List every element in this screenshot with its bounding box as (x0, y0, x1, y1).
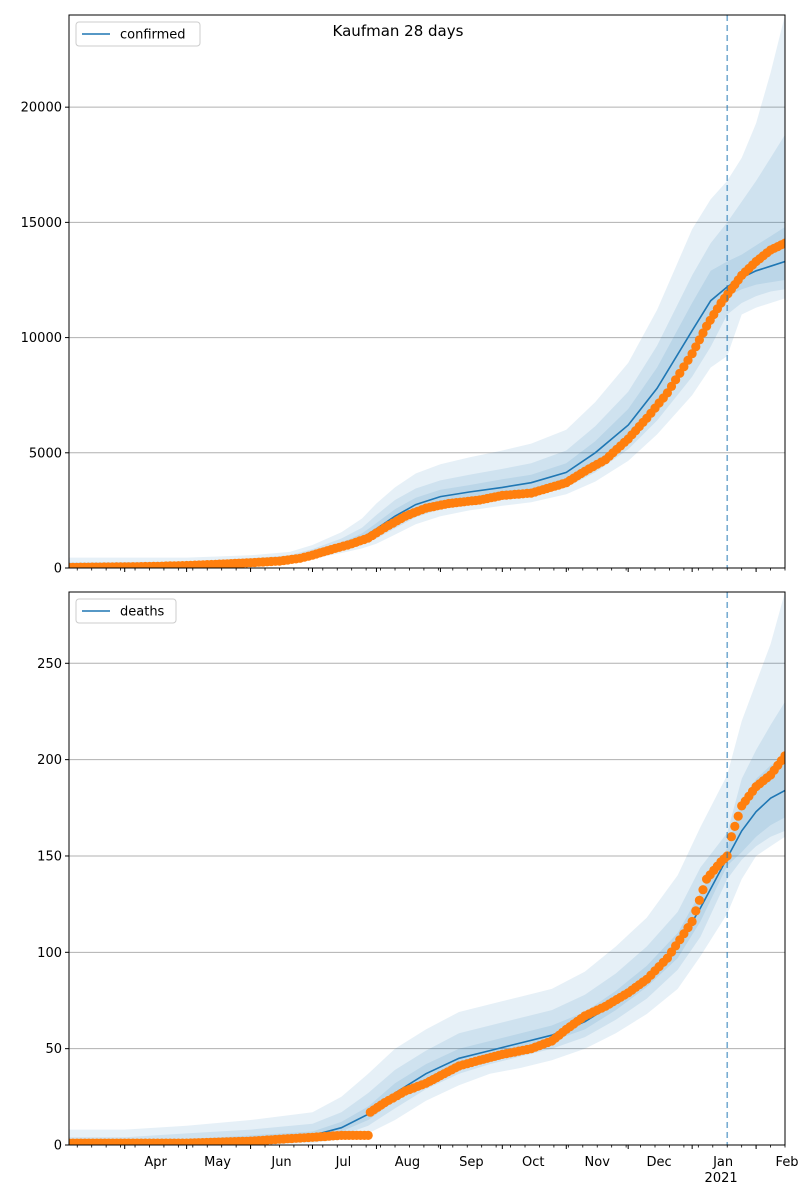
observed-point (780, 238, 785, 248)
observed-point (363, 1130, 373, 1140)
plot-area (69, 15, 785, 568)
observed-point (694, 335, 705, 345)
y-tick-label: 5000 (29, 446, 62, 461)
y-tick-label: 100 (37, 946, 62, 961)
y-tick-label: 10000 (21, 331, 62, 346)
observed-point (698, 885, 708, 895)
legend-label: confirmed (120, 28, 186, 43)
y-tick-label: 200 (37, 753, 62, 768)
observed-point (671, 375, 681, 385)
band-inner (69, 227, 785, 568)
x-tick-label: Jul (335, 1155, 352, 1170)
observed-point (687, 916, 697, 927)
y-tick-label: 15000 (21, 216, 62, 231)
y-tick-label: 0 (54, 1139, 62, 1154)
confirmed-panel: 0 5000 10000 15000 20000 confirmed (21, 14, 786, 577)
observed-point (691, 342, 701, 352)
observed-point (726, 832, 737, 842)
x-tick-label: Jun (270, 1155, 291, 1170)
observed-point (694, 895, 705, 905)
x-tick-label: Feb (776, 1155, 799, 1170)
observed-point (730, 821, 740, 832)
legend-label: deaths (120, 605, 165, 620)
band-outer (69, 15, 785, 568)
x-tick-label: Oct (522, 1155, 544, 1170)
axes-frame (68, 14, 786, 569)
y-tick-label: 20000 (21, 101, 62, 116)
legend: confirmed (75, 21, 201, 47)
x-tick-label: Sep (459, 1155, 484, 1170)
legend: deaths (75, 598, 177, 624)
band-inner (69, 757, 785, 1145)
x-year-label: 2021 (705, 1171, 738, 1186)
observed-point (679, 362, 689, 372)
axes-frame (68, 591, 786, 1146)
x-tick-label: Apr (144, 1155, 167, 1170)
observed-point (691, 906, 701, 916)
plot-area (69, 592, 785, 1145)
observed-point (666, 381, 677, 391)
x-tick-label: Nov (585, 1155, 611, 1170)
observed-point (687, 349, 697, 359)
x-axis: Apr May Jun Jul Aug Sep Oct Nov Dec Jan Feb 2021 (144, 1155, 798, 1186)
legend-box (75, 21, 201, 47)
band-mid (69, 701, 785, 1145)
y-tick-label: 150 (37, 849, 62, 864)
chart-title: Kaufman 28 days (333, 22, 464, 40)
deaths-panel: 0 50 100 150 200 250 deaths (37, 591, 786, 1154)
observed-point (698, 328, 708, 338)
y-tick-label: 0 (54, 562, 62, 577)
observed-point (733, 811, 743, 821)
x-tick-label: Aug (395, 1155, 420, 1170)
observed-point (780, 751, 785, 761)
y-tick-label: 50 (45, 1042, 62, 1057)
y-tick-label: 250 (37, 657, 62, 672)
x-tick-label: May (204, 1155, 231, 1170)
x-tick-label: Dec (647, 1155, 672, 1170)
legend-box (75, 598, 177, 624)
x-tick-label: Jan (712, 1155, 733, 1170)
